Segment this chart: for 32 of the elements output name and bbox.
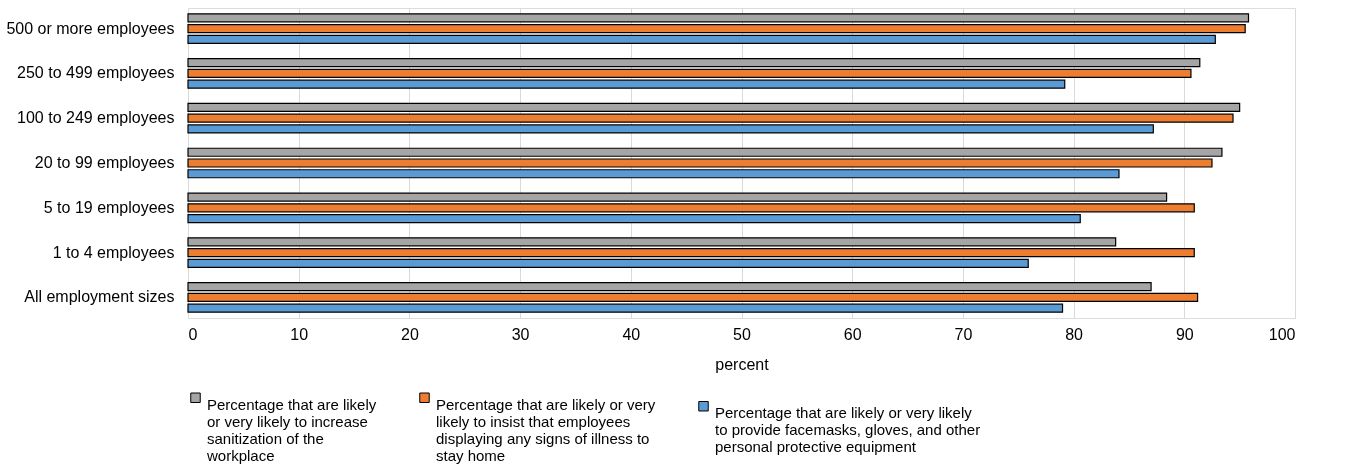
x-tick-label: 40 (622, 325, 641, 343)
x-tick-label: 30 (511, 325, 530, 343)
x-tick-label: 20 (401, 325, 419, 343)
x-axis-title: percent (715, 355, 770, 373)
legend-label: Percentage that are likely or very likely to insist that employees displaying any signs of illness to stay home (436, 395, 656, 464)
y-tick-label: 500 or more employees (6, 19, 175, 37)
legend-label: Percentage that are likely or very likely to increase sanitization of the workplace (206, 395, 377, 464)
x-tick-label: 10 (290, 325, 309, 343)
bar (187, 79, 1066, 89)
x-tick-label: 0 (188, 325, 198, 343)
bar (187, 34, 1216, 44)
bar (187, 258, 1029, 268)
bar (187, 58, 1201, 68)
bar (187, 102, 1241, 113)
y-tick-label: 250 to 499 employees (17, 64, 175, 82)
x-tick-label: 100 (1268, 325, 1296, 343)
y-tick-label: 100 to 249 employees (17, 109, 175, 127)
y-tick-label: 1 to 4 employees (52, 243, 175, 261)
bar (187, 282, 1152, 292)
y-tick-label: 5 to 19 employees (43, 198, 175, 216)
bar (187, 248, 1195, 258)
x-tick-label: 80 (1065, 325, 1084, 343)
x-tick-label: 90 (1175, 325, 1194, 343)
y-tick-label: All employment sizes (24, 288, 175, 306)
y-tick-label: 20 to 99 employees (34, 154, 175, 171)
x-tick-label: 50 (733, 325, 751, 343)
bar (187, 213, 1081, 224)
bar (187, 237, 1117, 247)
x-tick-label: 60 (843, 325, 862, 343)
legend-label: Percentage that are likely or very likely to provide facemasks, gloves, and other personal protective equipment (715, 404, 981, 456)
bar (187, 68, 1192, 78)
x-tick-label: 70 (954, 325, 973, 343)
